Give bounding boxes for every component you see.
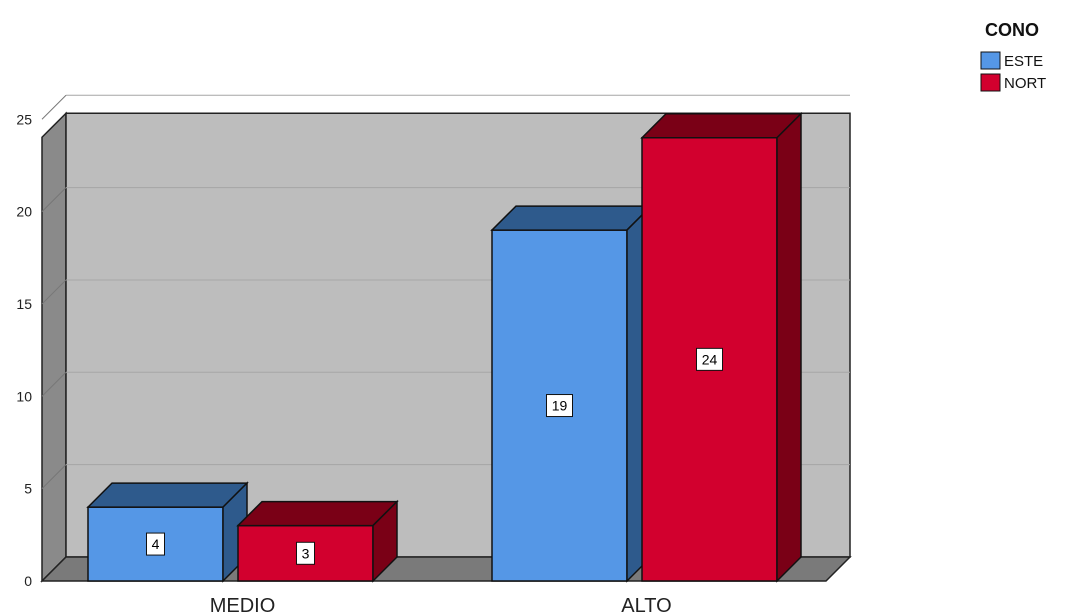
bar-side [776,111,802,583]
y-tick-label: 5 [24,481,32,497]
gridline-side [41,94,67,120]
data-label-box [696,347,723,371]
data-label-box [296,541,315,565]
bar-este-alto: 19 [490,204,653,583]
bar-top [490,205,653,231]
y-axis: 0 5 10 15 20 25 [16,111,32,589]
legend-swatch [980,73,1001,92]
bar-este-medio: 4 [86,481,249,583]
legend-label: ESTE [1004,53,1043,70]
data-label: 19 [552,398,568,414]
gridline-side [41,187,67,212]
x-tick-label: ALTO [621,595,671,615]
data-label: 4 [152,536,160,552]
legend-label: NORT [1004,75,1046,92]
bar-top [640,112,803,139]
bar-top [86,482,249,508]
legend: CONO ESTE NORT [980,20,1046,92]
gridline-side [41,279,67,305]
bar-nort-alto: 24 [640,111,803,583]
y-tick-label: 15 [16,296,32,312]
y-tick-label: 10 [16,388,32,404]
bar-nort-medio: 3 [236,499,399,583]
left-wall [41,111,67,583]
bar-top [236,500,399,527]
bar-side [372,499,398,583]
x-tick-label: MEDIO [210,595,276,615]
data-label-box [546,394,573,418]
y-tick-label: 25 [16,111,32,127]
data-label-box [146,532,165,556]
x-axis: MEDIO ALTO [210,595,672,615]
gridline-side [41,464,67,490]
bars: 4 3 19 24 [86,111,803,583]
legend-title: CONO [985,20,1039,40]
data-label: 3 [302,545,310,561]
legend-swatch [980,51,1001,70]
gridline-side [41,371,67,397]
data-label: 24 [702,351,718,367]
y-tick-label: 20 [16,204,32,220]
y-tick-label: 0 [24,573,32,589]
